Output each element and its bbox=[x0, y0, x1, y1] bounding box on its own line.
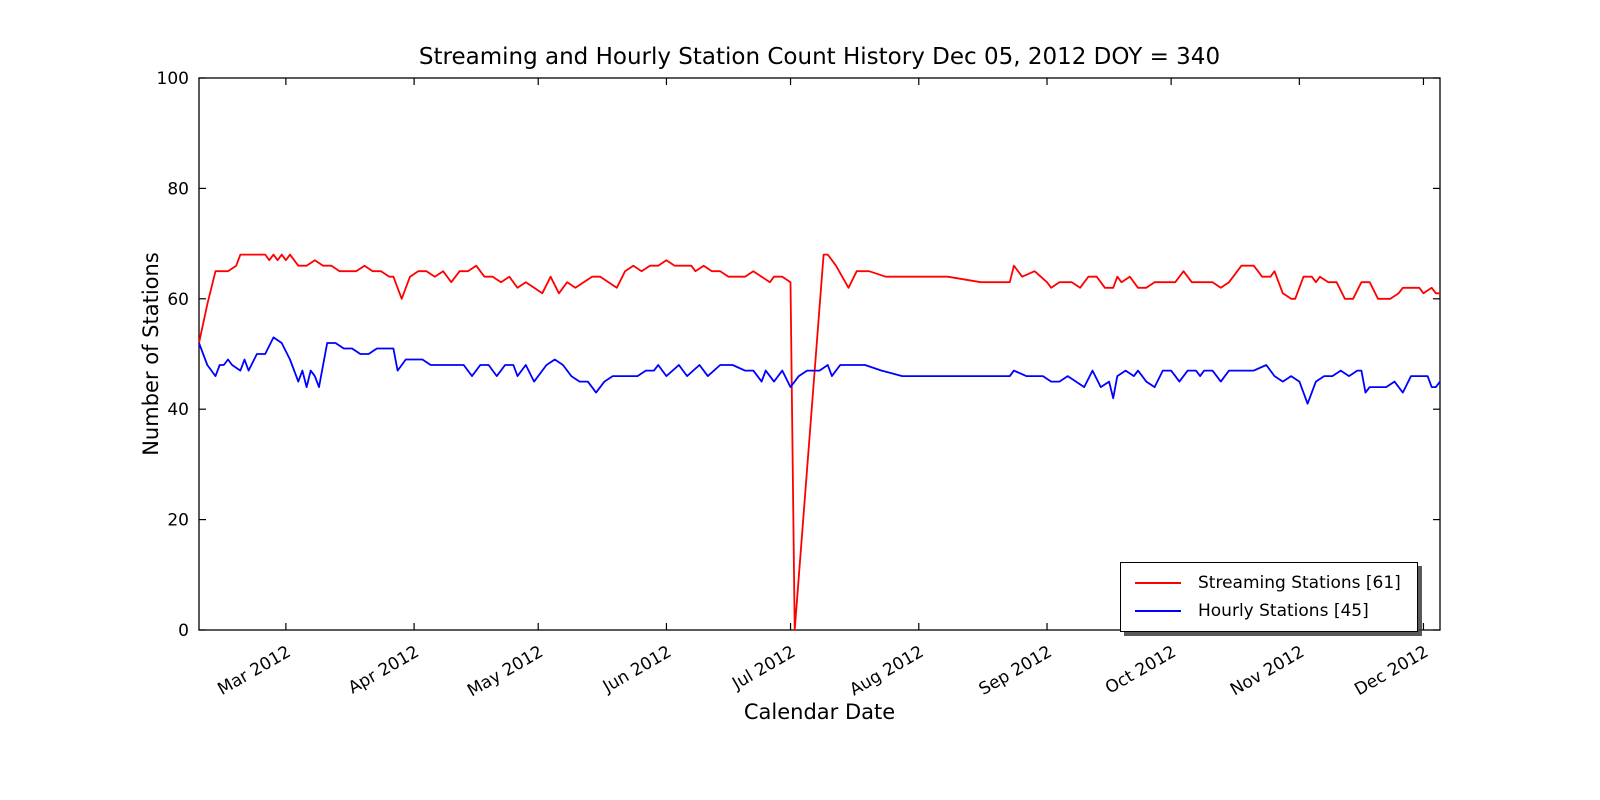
legend: Streaming Stations [61] Hourly Stations … bbox=[1120, 562, 1418, 632]
streaming-line-swatch bbox=[1135, 582, 1181, 584]
x-tick-label: Apr 2012 bbox=[345, 642, 423, 698]
x-tick-label: Sep 2012 bbox=[976, 642, 1056, 700]
y-tick-label: 80 bbox=[167, 179, 189, 199]
x-tick-label: May 2012 bbox=[464, 642, 547, 701]
chart-title: Streaming and Hourly Station Count Histo… bbox=[418, 44, 1221, 70]
x-tick-label: Oct 2012 bbox=[1102, 642, 1180, 698]
hourly-line-swatch bbox=[1135, 610, 1181, 612]
x-tick-label: Aug 2012 bbox=[846, 642, 927, 700]
legend-label-streaming: Streaming Stations [61] bbox=[1198, 573, 1401, 593]
x-tick-label: Jun 2012 bbox=[599, 642, 675, 697]
legend-item-streaming: Streaming Stations [61] bbox=[1135, 570, 1405, 596]
legend-label-hourly: Hourly Stations [45] bbox=[1198, 601, 1369, 621]
plot-border bbox=[198, 77, 1441, 631]
y-tick-label: 60 bbox=[167, 290, 189, 310]
y-tick-label: 0 bbox=[178, 621, 189, 641]
x-tick-label: Mar 2012 bbox=[214, 642, 294, 700]
y-tick-label: 40 bbox=[167, 400, 189, 420]
y-tick-label: 100 bbox=[157, 69, 189, 89]
x-axis-label: Calendar Date bbox=[743, 700, 896, 724]
x-tick-label: Dec 2012 bbox=[1351, 642, 1432, 700]
legend-item-hourly: Hourly Stations [45] bbox=[1135, 598, 1405, 624]
y-axis-label: Number of Stations bbox=[139, 252, 163, 456]
x-tick-label: Jul 2012 bbox=[728, 642, 799, 694]
hourly-series-line bbox=[198, 336, 1441, 405]
x-tick-label: Nov 2012 bbox=[1227, 642, 1308, 700]
streaming-series-line bbox=[198, 253, 1440, 631]
y-tick-label: 20 bbox=[167, 511, 189, 531]
